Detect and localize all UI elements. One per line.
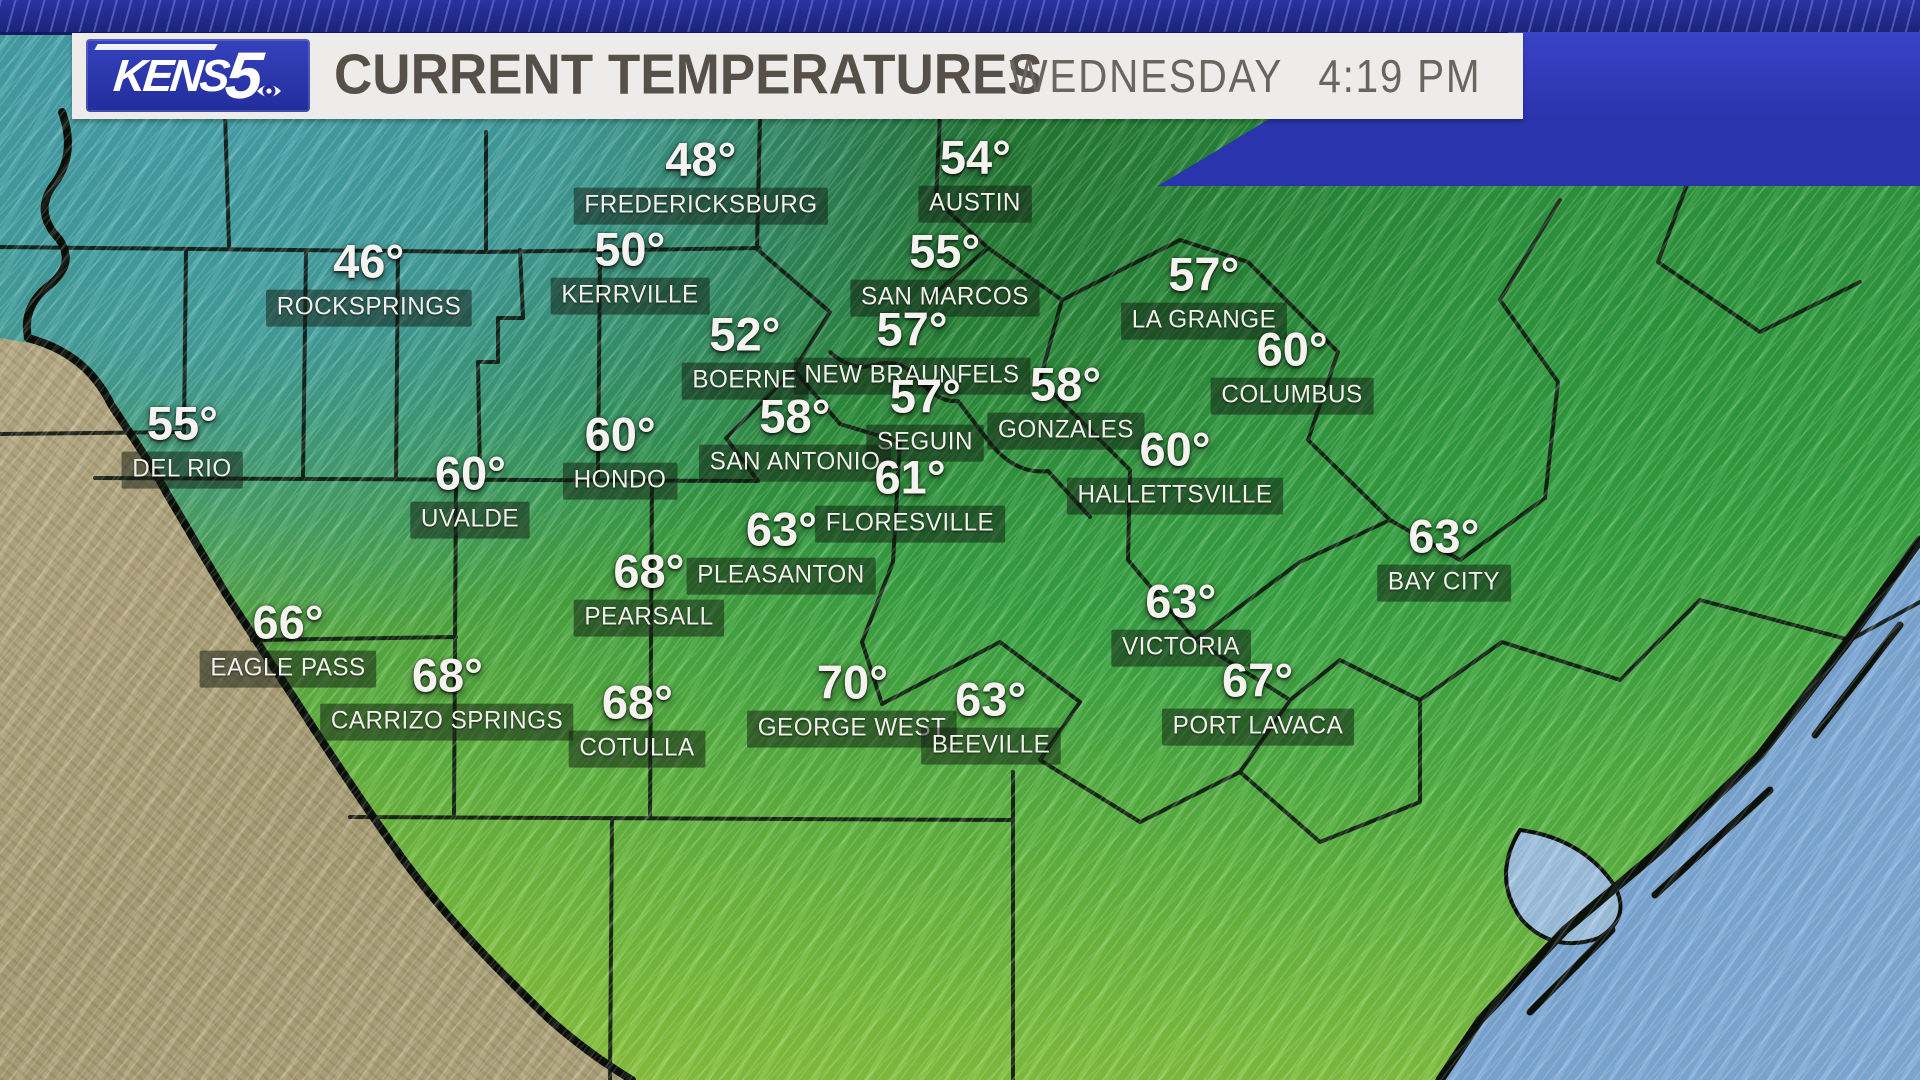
- station-city-label: CARRIZO SPRINGS: [320, 703, 575, 741]
- station-temp: 68°: [411, 648, 483, 702]
- station-uvalde: 60° UVALDE: [409, 445, 532, 539]
- station-temp: 60°: [434, 446, 506, 500]
- station-kerrville: 50° KERRVILLE: [548, 222, 712, 315]
- station-temp: 70°: [816, 655, 888, 709]
- cbs-eye-icon: [257, 84, 282, 97]
- time-label: 4:19 PM: [1317, 50, 1481, 102]
- station-temp: 63°: [955, 672, 1027, 726]
- station-victoria: 63° VICTORIA: [1109, 574, 1253, 667]
- station-city-label: ROCKSPRINGS: [265, 289, 472, 327]
- station-temp: 68°: [601, 675, 673, 729]
- top-banner-strip: [0, 0, 1920, 35]
- station-port-lavaca: 67° PORT LAVACA: [1159, 653, 1357, 746]
- kens5-logo: KENS 5: [86, 37, 310, 112]
- station-city-label: NEW BRAUNFELS: [793, 357, 1031, 395]
- station-city-label: HALLETTSVILLE: [1066, 477, 1284, 515]
- station-hallettsville: 60° HALLETTSVILLE: [1064, 421, 1287, 515]
- station-city-label: PEARSALL: [573, 599, 725, 637]
- station-temp: 54°: [939, 130, 1011, 184]
- station-san-antonio: 58° SAN ANTONIO: [696, 389, 894, 483]
- station-pearsall: 68° PEARSALL: [571, 543, 726, 637]
- gulf-coastline: [1435, 535, 1920, 1080]
- station-temp: 57°: [889, 369, 961, 423]
- station-hondo: 60° HONDO: [561, 406, 679, 500]
- station-city-label: SAN MARCOS: [850, 279, 1040, 317]
- station-carrizo-springs: 68° CARRIZO SPRINGS: [317, 647, 578, 741]
- station-city-label: BOERNE: [681, 362, 809, 400]
- header-right-fill: [1508, 32, 1920, 120]
- station-temp: 68°: [613, 544, 685, 598]
- station-city-label: EAGLE PASS: [199, 650, 377, 688]
- station-new-braunfels: 57° NEW BRAUNFELS: [790, 302, 1034, 395]
- station-temp: 52°: [709, 307, 781, 361]
- page-title: CURRENT TEMPERATURES: [334, 42, 1043, 107]
- station-temp: 60°: [1139, 422, 1211, 476]
- station-rocksprings: 46° ROCKSPRINGS: [262, 234, 474, 327]
- station-floresville: 61° FLORESVILLE: [812, 450, 1008, 543]
- station-gonzales: 58° GONZALES: [985, 357, 1147, 450]
- station-austin: 54° AUSTIN: [917, 130, 1034, 223]
- kens5-logo-number: 5: [221, 37, 265, 112]
- station-temp: 60°: [1256, 323, 1328, 377]
- station-fredericksburg: 48° FREDERICKSBURG: [570, 132, 832, 225]
- matagorda-bay-shape: [1504, 827, 1623, 946]
- station-city-label: DEL RIO: [121, 451, 243, 489]
- station-city-label: LA GRANGE: [1120, 302, 1287, 340]
- station-beeville: 63° BEEVILLE: [919, 672, 1063, 765]
- station-city-label: FREDERICKSBURG: [573, 187, 829, 225]
- station-temp: 57°: [1168, 247, 1240, 301]
- header-right-band: [1157, 119, 1920, 186]
- station-temp: 55°: [146, 396, 218, 450]
- station-boerne: 52° BOERNE: [680, 307, 811, 400]
- station-temp: 63°: [745, 502, 817, 556]
- station-temp: 46°: [333, 234, 405, 288]
- station-city-label: COLUMBUS: [1210, 378, 1374, 416]
- station-san-marcos: 55° SAN MARCOS: [847, 224, 1042, 317]
- station-city-label: COTULLA: [569, 730, 706, 768]
- station-city-label: UVALDE: [410, 501, 531, 539]
- station-city-label: PORT LAVACA: [1161, 708, 1354, 746]
- day-label: WEDNESDAY: [1008, 50, 1283, 102]
- station-temp: 63°: [1408, 509, 1480, 563]
- station-temp: 61°: [874, 450, 946, 504]
- station-city-label: SAN ANTONIO: [698, 445, 891, 483]
- station-del-rio: 55° DEL RIO: [120, 396, 245, 489]
- station-city-label: GONZALES: [986, 412, 1145, 450]
- station-la-grange: 57° LA GRANGE: [1118, 246, 1289, 340]
- station-temp: 58°: [1030, 357, 1102, 411]
- station-city-label: KERRVILLE: [550, 277, 710, 315]
- datetime-display: WEDNESDAY 4:19 PM: [1009, 49, 1481, 103]
- station-temp: 50°: [594, 222, 666, 276]
- station-city-label: BEEVILLE: [920, 727, 1061, 765]
- station-city-label: PLEASANTON: [687, 557, 876, 595]
- station-eagle-pass: 66° EAGLE PASS: [197, 594, 379, 688]
- station-cotulla: 68° COTULLA: [567, 674, 708, 768]
- kens5-logo-text: KENS: [110, 49, 230, 101]
- station-city-label: FLORESVILLE: [815, 505, 1005, 543]
- station-temp: 48°: [665, 132, 737, 186]
- station-temp: 55°: [909, 224, 981, 278]
- station-temp: 63°: [1145, 574, 1217, 628]
- station-temp: 58°: [759, 390, 831, 444]
- station-temp: 57°: [876, 302, 948, 356]
- station-temp: 60°: [584, 407, 656, 461]
- station-temp: 67°: [1222, 653, 1294, 707]
- station-pleasanton: 63° PLEASANTON: [684, 501, 879, 595]
- station-bay-city: 63° BAY CITY: [1375, 509, 1513, 602]
- station-city-label: BAY CITY: [1377, 564, 1511, 602]
- station-columbus: 60° COLUMBUS: [1208, 322, 1376, 416]
- station-city-label: VICTORIA: [1111, 629, 1251, 667]
- station-city-label: HONDO: [563, 462, 678, 500]
- header-bar: KENS 5 CURRENT TEMPERATURES WEDNESDAY 4:…: [72, 33, 1523, 119]
- station-temp: 66°: [252, 595, 324, 649]
- station-city-label: AUSTIN: [918, 185, 1032, 223]
